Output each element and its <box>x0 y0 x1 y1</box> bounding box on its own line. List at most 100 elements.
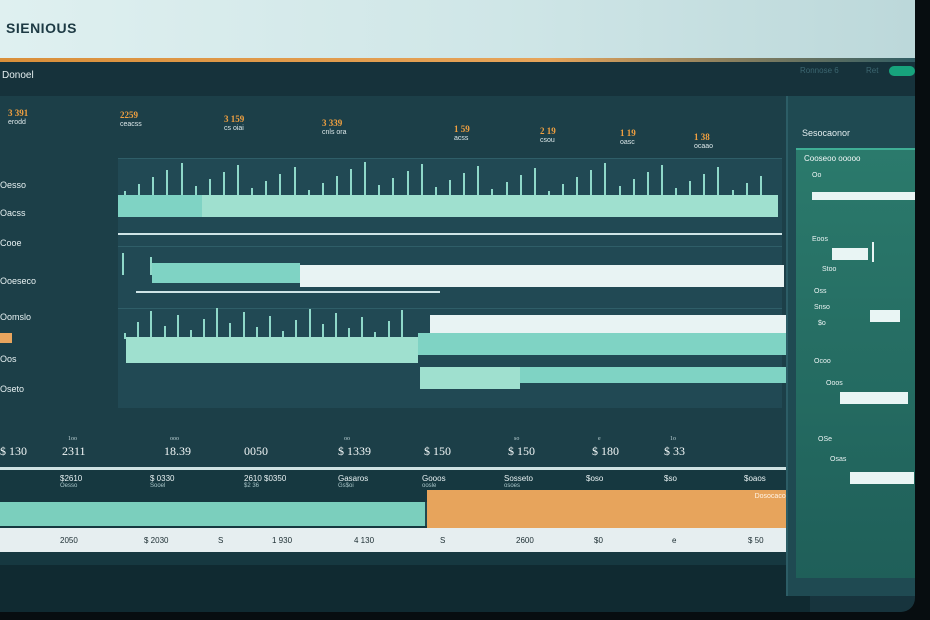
row-label-1: Oesso <box>0 180 27 190</box>
side-card: Cooseoo ooooo Oo Eoos Stoo Oss Snso $o O… <box>796 148 915 578</box>
waveform-spike <box>378 185 380 197</box>
axis-tick-8: e $ 180 <box>592 436 619 458</box>
waveform-spike <box>576 177 578 197</box>
waveform-spike <box>520 175 522 197</box>
waveform-spike <box>449 180 451 197</box>
top-nav: Donoel Ronnose 6 Ret <box>0 62 915 96</box>
waveform-band-1 <box>118 158 782 246</box>
waveform-spike <box>675 188 677 197</box>
nav-link-2[interactable]: Ret <box>866 66 879 75</box>
stat-5: 1 59 acss <box>454 124 470 142</box>
bar-1b <box>118 195 202 217</box>
waveform-spike <box>619 186 621 197</box>
bottom-axis-label: $ 50 <box>748 536 764 545</box>
bottom-head-2: $ 0330 Sooel <box>150 474 175 489</box>
waveform-spike <box>746 183 748 197</box>
value-axis: $ 130 1oo 2311 ooo 18.39 0050 oo $ 1339 $ 1… <box>0 436 800 470</box>
bar-2a <box>152 263 300 283</box>
bottom-axis-label: 2050 <box>60 536 78 545</box>
waveform-spike <box>633 179 635 197</box>
bottom-axis-label: 1 930 <box>272 536 293 545</box>
axis-tick-9: 1o $ 33 <box>664 436 685 458</box>
waveform-spike <box>760 176 762 197</box>
axis-tick-1: $ 130 <box>0 444 27 458</box>
row-label-6: Oos <box>0 354 17 364</box>
waveform-spike <box>703 174 705 197</box>
bar-3e <box>520 367 790 383</box>
waveform-spike <box>229 323 231 339</box>
waveform-spike <box>216 308 218 339</box>
bottom-axis-label: 4 130 <box>354 536 375 545</box>
waveform-spike <box>223 172 225 197</box>
waveform-spike <box>364 162 366 197</box>
waveform-spike <box>435 187 437 197</box>
waveform-spike <box>195 186 197 197</box>
waveform-spike <box>374 332 376 339</box>
stat-3: 3 159 cs oiai <box>224 114 245 132</box>
side-field-8: Ooos <box>826 380 843 387</box>
side-card-title: Cooseoo ooooo <box>804 154 861 163</box>
waveform-spike <box>562 184 564 197</box>
row-label-4: Ooeseco <box>0 276 37 286</box>
waveform-spike <box>717 167 719 197</box>
waveform-spike <box>348 328 350 339</box>
bottom-axis-label: $0 <box>594 536 603 545</box>
waveform-spike <box>294 167 296 197</box>
side-field-5: Snso <box>814 304 830 311</box>
orange-label: Dosocacosoa <box>754 493 797 500</box>
side-field-7: Ocoo <box>814 358 831 365</box>
bottom-axis-label: S <box>440 536 446 545</box>
waveform-spike <box>477 166 479 197</box>
axis-tick-5: oo $ 1339 <box>338 436 371 458</box>
stat-1: 3 391 erodd <box>8 108 29 126</box>
side-bar-5 <box>850 472 914 484</box>
bottom-head-9: $oaos <box>744 474 766 483</box>
waveform-spike <box>548 191 550 197</box>
row-label-7: Oseto <box>0 384 25 394</box>
bottom-head-5: Gooos oosle <box>422 474 446 489</box>
divider-2 <box>136 291 440 293</box>
waveform-spike <box>295 320 297 339</box>
waveform-spike <box>309 309 311 339</box>
bottom-head-3: 2610 $0350 $2 36 <box>244 474 287 489</box>
waveform-band-3 <box>118 308 790 408</box>
side-panel: Sesocaonor Cooseoo ooooo Oo Eoos Stoo Os… <box>786 96 915 596</box>
waveform-spike <box>463 173 465 197</box>
waveform-spike <box>647 172 649 197</box>
side-field-2: Eoos <box>812 236 828 243</box>
waveform-spike <box>350 169 352 197</box>
bottom-axis-label: S <box>218 536 224 545</box>
axis-tick-4: 0050 <box>244 444 268 458</box>
side-bar-1 <box>812 192 915 200</box>
waveform-spike <box>166 170 168 197</box>
side-field-9: OSe <box>818 436 833 443</box>
waveform-spike <box>209 179 211 197</box>
bottom-axis-label: $ 2030 <box>144 536 169 545</box>
side-field-10: Osas <box>830 456 847 463</box>
row-label-3: Cooe <box>0 238 22 248</box>
axis-tick-2: 1oo 2311 <box>62 436 86 458</box>
waveform-spike <box>689 181 691 197</box>
waveform-spike <box>279 174 281 197</box>
side-field-3: Stoo <box>822 266 837 273</box>
waveform-spike <box>421 164 423 197</box>
axis-tick-7: so $ 150 <box>508 436 535 458</box>
bottom-head-4: Gasaros Gs$oi <box>338 474 369 489</box>
waveform-spike <box>181 163 183 197</box>
waveform-spike <box>506 182 508 197</box>
stat-6: 2 19 csou <box>540 126 556 144</box>
waveform-spike <box>308 190 310 197</box>
nav-link-1[interactable]: Ronnose 6 <box>800 66 839 75</box>
divider-1 <box>118 233 782 235</box>
waveform-spike <box>336 176 338 197</box>
waveform-spike <box>251 188 253 197</box>
waveform-spike <box>124 191 126 197</box>
waveform-spike <box>243 312 245 339</box>
bar-2b <box>300 265 784 287</box>
waveform-spike <box>190 330 192 339</box>
waveform-spike <box>265 181 267 197</box>
axis-tick-6: $ 150 <box>424 444 451 458</box>
nav-action-button[interactable] <box>889 66 915 76</box>
side-title: Sesocaonor <box>802 128 851 138</box>
bottom-head-1: $2610 Oesso <box>60 474 83 489</box>
